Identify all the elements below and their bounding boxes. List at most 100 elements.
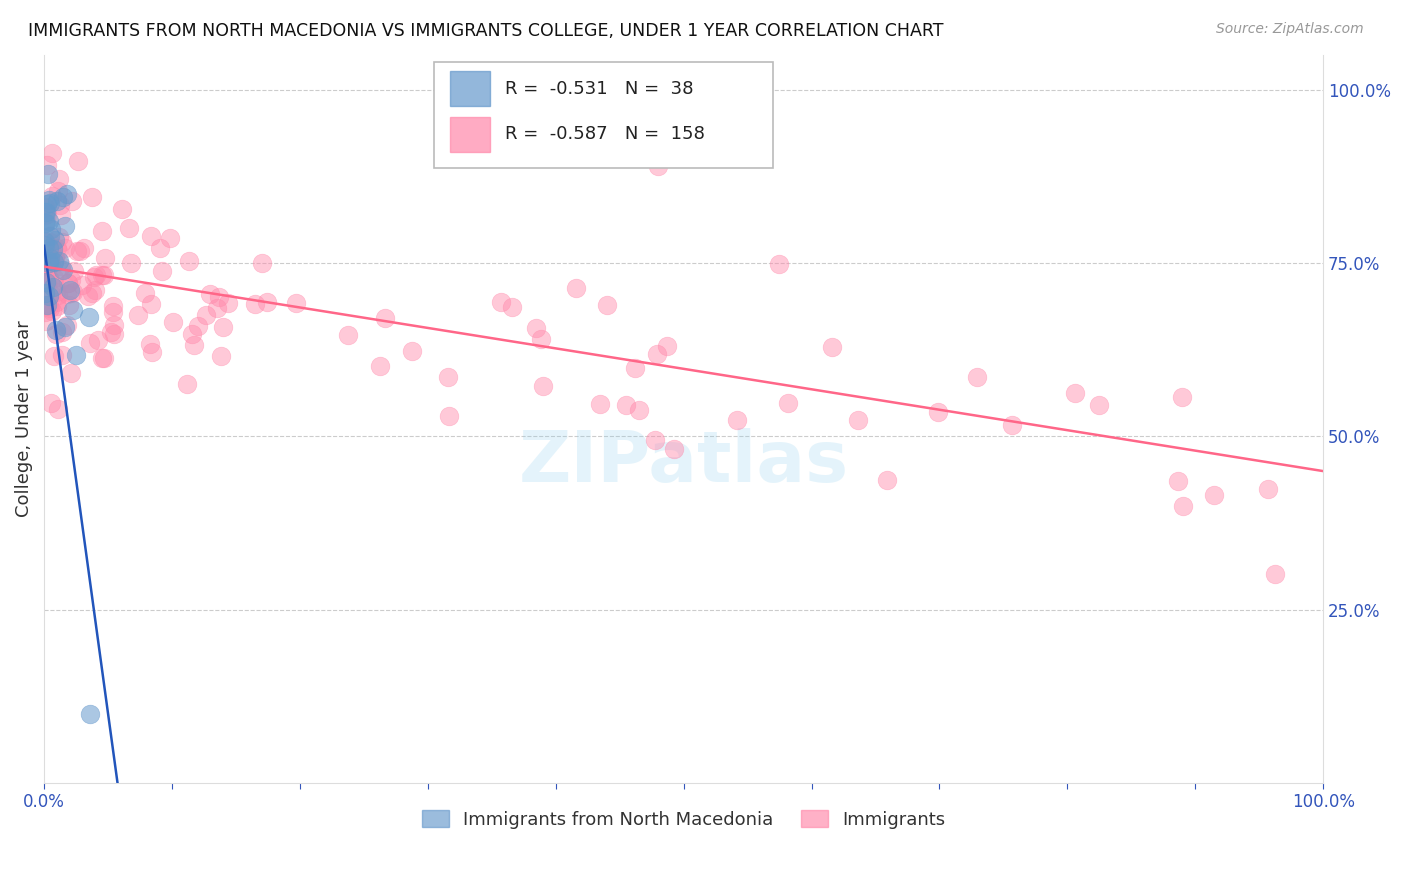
Point	[45, 323, 67, 337]
Point	[38, 255, 60, 269]
Point	[437, 409, 460, 424]
Text: ZIPatlas: ZIPatlas	[519, 428, 849, 497]
Point	[217, 296, 239, 310]
Point	[56, 276, 79, 290]
Point	[139, 337, 162, 351]
Point	[93, 351, 115, 366]
Point	[46, 288, 69, 302]
Point	[139, 297, 162, 311]
Point	[58, 298, 80, 312]
Point	[69, 244, 91, 258]
Point	[1167, 475, 1189, 489]
Point	[62, 285, 84, 299]
Point	[34, 247, 56, 261]
Point	[34, 305, 56, 319]
Point	[187, 319, 209, 334]
Point	[48, 253, 70, 268]
Point	[53, 219, 76, 233]
Point	[103, 305, 125, 319]
Point	[103, 318, 125, 332]
Point	[647, 159, 669, 173]
Point	[127, 308, 149, 322]
Point	[39, 395, 62, 409]
Point	[139, 228, 162, 243]
Point	[401, 343, 423, 358]
Point	[374, 310, 396, 325]
Point	[337, 328, 360, 343]
Point	[45, 299, 67, 313]
Point	[159, 231, 181, 245]
Point	[44, 251, 66, 265]
Point	[208, 289, 231, 303]
Point	[65, 348, 87, 362]
Point	[60, 194, 83, 209]
Point	[34, 235, 56, 250]
Point	[42, 254, 65, 268]
Point	[34, 259, 56, 273]
Point	[84, 268, 107, 282]
Point	[76, 289, 98, 303]
Point	[35, 197, 58, 211]
Point	[176, 377, 198, 392]
Point	[59, 283, 82, 297]
Point	[1202, 488, 1225, 502]
Point	[38, 241, 60, 255]
Point	[70, 278, 93, 293]
Point	[35, 205, 58, 219]
Point	[589, 397, 612, 411]
Point	[53, 319, 76, 334]
Point	[34, 216, 56, 230]
Point	[79, 335, 101, 350]
Point	[34, 286, 56, 301]
Point	[90, 268, 112, 283]
Point	[39, 255, 62, 269]
Point	[194, 308, 217, 322]
Point	[38, 235, 60, 249]
Point	[41, 304, 63, 318]
Text: R =  -0.587   N =  158: R = -0.587 N = 158	[505, 126, 704, 144]
Point	[45, 194, 67, 209]
Point	[120, 256, 142, 270]
Point	[35, 298, 58, 312]
Point	[501, 300, 523, 314]
Point	[256, 295, 278, 310]
Point	[38, 214, 60, 228]
Point	[56, 276, 79, 290]
Point	[34, 208, 56, 222]
Point	[39, 195, 62, 210]
Point	[55, 318, 77, 332]
Point	[177, 253, 200, 268]
Legend: Immigrants from North Macedonia, Immigrants: Immigrants from North Macedonia, Immigra…	[415, 803, 953, 836]
Point	[103, 299, 125, 313]
FancyBboxPatch shape	[450, 117, 491, 152]
Point	[644, 433, 666, 447]
Point	[35, 265, 58, 279]
Point	[59, 286, 82, 301]
Point	[41, 189, 63, 203]
Point	[876, 474, 898, 488]
Point	[44, 349, 66, 363]
Point	[66, 244, 89, 258]
Point	[42, 279, 65, 293]
Point	[180, 327, 202, 342]
Point	[51, 235, 73, 250]
Point	[209, 349, 232, 363]
Text: IMMIGRANTS FROM NORTH MACEDONIA VS IMMIGRANTS COLLEGE, UNDER 1 YEAR CORRELATION : IMMIGRANTS FROM NORTH MACEDONIA VS IMMIG…	[28, 22, 943, 40]
Point	[38, 228, 60, 243]
Point	[1087, 398, 1109, 412]
Point	[110, 202, 132, 216]
Point	[49, 260, 72, 274]
Point	[91, 351, 114, 366]
Point	[44, 278, 66, 293]
Point	[100, 325, 122, 339]
Point	[35, 313, 58, 327]
Point	[46, 244, 69, 258]
Point	[368, 359, 391, 373]
Point	[38, 194, 60, 208]
Point	[927, 404, 949, 418]
Point	[212, 320, 235, 334]
Point	[645, 347, 668, 361]
Point	[48, 229, 70, 244]
Point	[56, 187, 79, 202]
Point	[1064, 386, 1087, 401]
